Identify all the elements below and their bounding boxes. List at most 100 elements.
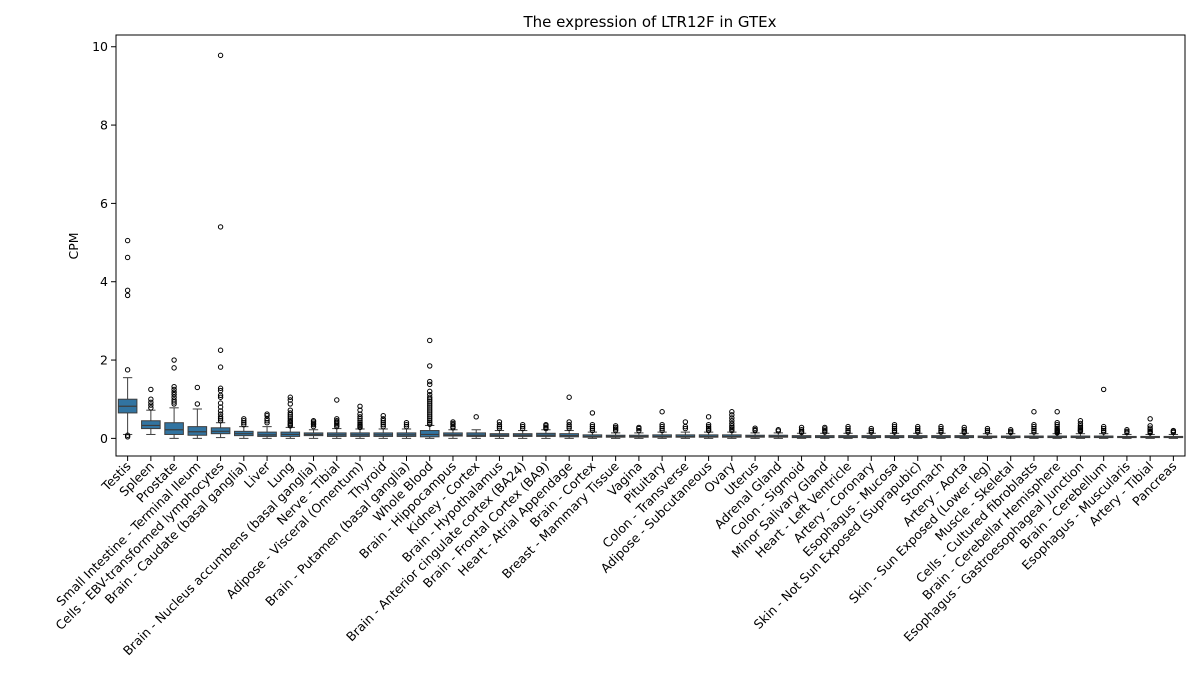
outlier-point: [264, 420, 270, 426]
outlier-point: [1031, 427, 1037, 434]
box: [419, 430, 440, 438]
outlier-point: [1100, 427, 1107, 434]
outlier-point: [822, 426, 828, 432]
outlier-point: [1077, 418, 1084, 424]
outlier-point: [148, 396, 154, 402]
outlier-point: [612, 426, 619, 432]
outlier-point: [729, 426, 735, 432]
outlier-point: [1124, 429, 1130, 436]
outlier-point: [705, 427, 712, 434]
outlier-point: [938, 425, 944, 432]
outlier-point: [705, 425, 712, 431]
outlier-point: [217, 52, 224, 59]
outlier-point: [984, 429, 991, 435]
y-tick-label: 6: [100, 196, 108, 211]
outlier-point: [124, 434, 131, 440]
y-tick-label: 10: [92, 39, 108, 54]
outlier-point: [1054, 430, 1060, 436]
outlier-point: [1170, 429, 1177, 436]
outlier-point: [589, 427, 596, 434]
outlier-point: [589, 425, 596, 432]
outlier-point: [705, 414, 712, 420]
outlier-point: [217, 408, 224, 414]
outlier-point: [868, 427, 874, 434]
outlier-point: [636, 427, 642, 434]
outlier-point: [148, 402, 154, 408]
outlier-point: [891, 427, 898, 434]
outlier-point: [264, 418, 270, 424]
outlier-point: [171, 357, 177, 363]
outlier-point: [798, 427, 805, 433]
outlier-point: [473, 414, 479, 420]
outlier-point: [1054, 409, 1060, 415]
plot-frame: [115, 34, 1186, 457]
outlier-point: [1077, 428, 1084, 435]
outlier-point: [334, 422, 340, 428]
outlier-point: [1031, 429, 1037, 435]
outlier-point: [148, 405, 154, 411]
outlier-point: [589, 410, 596, 416]
outlier-point: [427, 381, 433, 388]
outlier-point: [496, 421, 503, 428]
outlier-point: [334, 423, 340, 430]
outlier-point: [752, 425, 758, 431]
outlier-point: [403, 421, 410, 428]
box: [141, 420, 161, 430]
outlier-point: [543, 423, 549, 429]
outlier-point: [1147, 427, 1153, 433]
outlier-point: [380, 421, 386, 428]
outlier-point: [566, 421, 572, 428]
outlier-point: [1100, 425, 1107, 432]
y-tick-label: 2: [100, 353, 108, 368]
outlier-point: [798, 429, 805, 436]
outlier-point: [217, 394, 224, 400]
outlier-point: [566, 394, 572, 400]
outlier-point: [938, 429, 944, 435]
outlier-point: [1147, 416, 1153, 422]
outlier-point: [682, 423, 689, 430]
outlier-point: [729, 415, 735, 421]
outlier-point: [171, 365, 177, 371]
outlier-point: [845, 427, 851, 434]
outlier-point: [915, 427, 921, 434]
outlier-point: [496, 423, 503, 430]
outlier-point: [124, 287, 131, 294]
outlier-point: [984, 425, 991, 432]
outlier-point: [891, 425, 898, 432]
outlier-point: [427, 363, 433, 369]
outlier-point: [729, 424, 735, 431]
outlier-point: [171, 383, 177, 390]
outlier-point: [822, 427, 828, 434]
box: [164, 422, 184, 435]
outlier-point: [241, 420, 247, 426]
outlier-point: [729, 418, 735, 424]
outlier-point: [124, 254, 131, 261]
outlier-point: [752, 427, 758, 434]
outlier-point: [868, 429, 874, 435]
outlier-point: [380, 412, 386, 419]
outlier-point: [961, 429, 967, 436]
outlier-point: [915, 425, 921, 432]
outlier-point: [334, 397, 340, 403]
outlier-point: [427, 421, 433, 427]
outlier-point: [427, 418, 433, 424]
outlier-point: [124, 292, 131, 299]
outlier-point: [357, 424, 363, 431]
outlier-point: [403, 423, 410, 430]
outlier-point: [682, 419, 689, 425]
outlier-point: [729, 427, 735, 434]
outlier-point: [217, 416, 224, 422]
outlier-point: [984, 427, 991, 434]
outlier-point: [171, 401, 177, 407]
outlier-point: [1100, 386, 1107, 393]
outlier-point: [775, 428, 782, 434]
outlier-point: [287, 423, 293, 429]
outlier-point: [636, 425, 642, 432]
chart-title: The expression of LTR12F in GTEx: [523, 13, 777, 31]
y-tick-label: 0: [100, 431, 108, 446]
outlier-point: [171, 386, 177, 393]
y-axis-label: CPM: [66, 232, 81, 259]
outlier-point: [543, 425, 549, 432]
outlier-point: [612, 427, 619, 434]
